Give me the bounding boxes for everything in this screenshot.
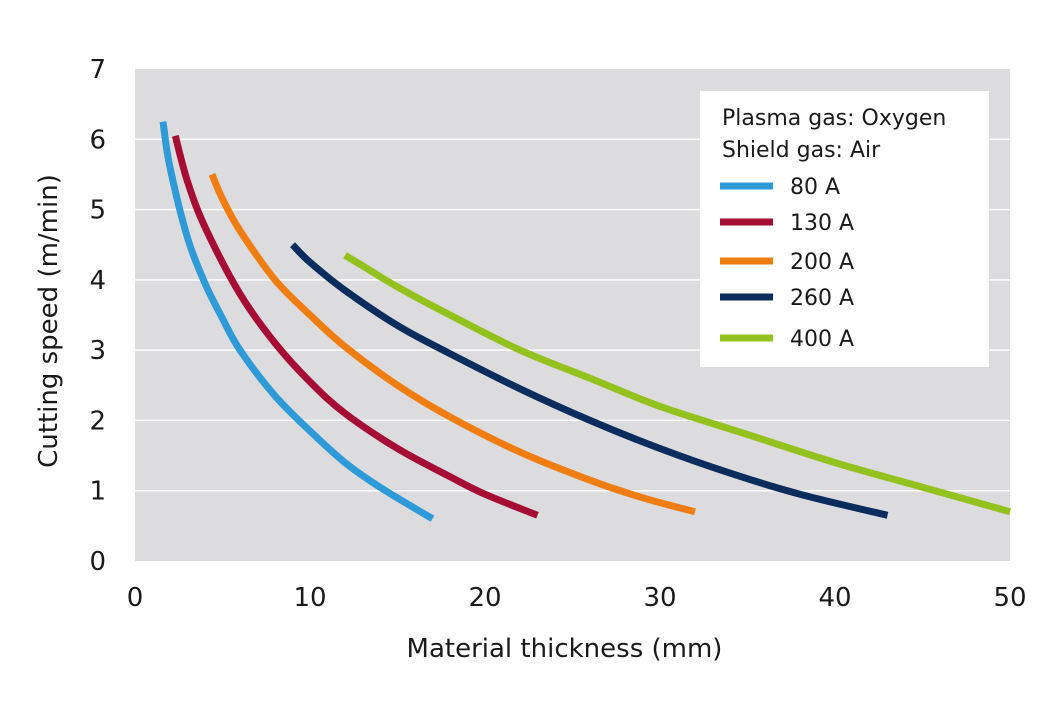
y-tick-label: 0	[89, 547, 106, 577]
series-line-200a	[208, 172, 696, 516]
legend-label: 130 A	[790, 211, 854, 236]
x-axis-ticks: 0 10 20 30 40 50	[127, 583, 1027, 613]
x-tick-label: 20	[468, 583, 501, 613]
x-tick-label: 30	[643, 583, 676, 613]
legend-label: 400 A	[790, 327, 854, 352]
y-tick-label: 3	[89, 336, 106, 366]
y-tick-label: 4	[89, 266, 106, 296]
legend-label: 200 A	[790, 250, 854, 275]
y-axis-ticks: 0 1 2 3 4 5 6 7	[89, 55, 106, 577]
legend: Plasma gas: Oxygen Shield gas: Air 80 A 1…	[700, 91, 989, 367]
y-tick-label: 7	[89, 55, 106, 85]
series-line-400a	[343, 252, 1011, 516]
x-tick-label: 50	[993, 583, 1026, 613]
y-tick-label: 5	[89, 196, 106, 226]
series-line-260a	[289, 242, 889, 519]
x-tick-label: 10	[293, 583, 326, 613]
y-tick-label: 6	[89, 125, 106, 155]
y-tick-label: 2	[89, 406, 106, 436]
legend-label: 80 A	[790, 175, 840, 200]
x-tick-label: 0	[127, 583, 144, 613]
series-lines	[159, 121, 1011, 522]
legend-plasma-gas: Plasma gas: Oxygen	[722, 106, 946, 131]
series-line-80a	[159, 121, 435, 522]
legend-box	[700, 91, 989, 367]
series-line-130a	[171, 134, 539, 519]
x-tick-label: 40	[818, 583, 851, 613]
y-axis-title: Cutting speed (m/min)	[34, 174, 64, 468]
legend-items: 80 A 130 A 200 A 260 A 400 A	[720, 175, 854, 352]
x-axis-title: Material thickness (mm)	[407, 634, 723, 664]
legend-label: 260 A	[790, 286, 854, 311]
legend-shield-gas: Shield gas: Air	[722, 138, 881, 163]
y-tick-label: 1	[89, 477, 106, 507]
